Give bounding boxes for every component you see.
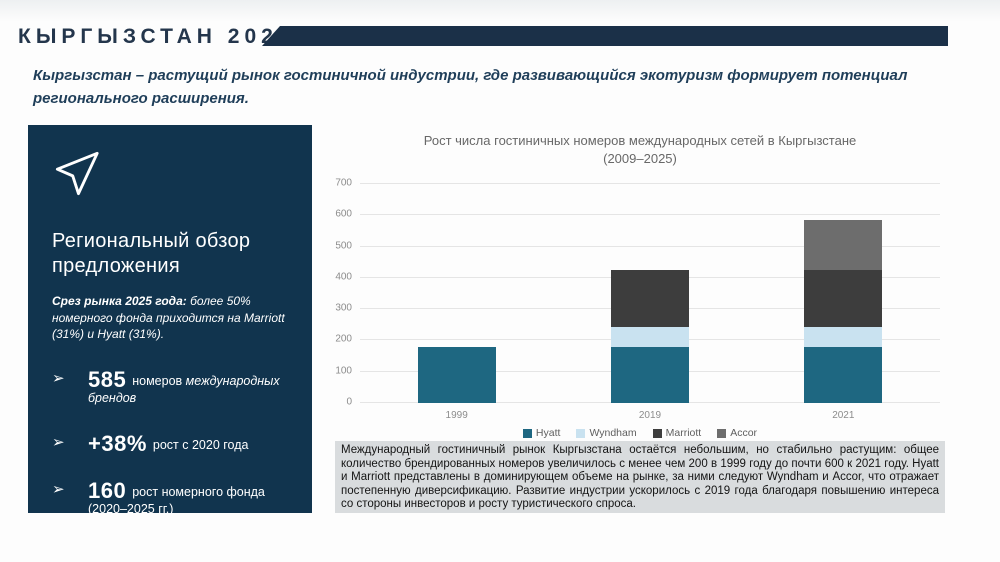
paper-plane-icon xyxy=(55,151,99,196)
legend-item-wyndham: Wyndham xyxy=(576,427,637,439)
bullet-text: 160 рост номерного фонда (2020–2025 гг.) xyxy=(88,477,288,518)
bar-slot-2019 xyxy=(553,184,746,403)
sidebar-intro: Срез рынка 2025 года: более 50% номерног… xyxy=(52,293,288,343)
stacked-bar-2019 xyxy=(610,270,689,403)
bullet-label: рост номерного фонда (2020–2025 гг.) xyxy=(88,484,265,516)
gridline: 500 xyxy=(335,240,940,251)
summary-note: Международный гостиничный рынок Кыргызст… xyxy=(335,441,945,513)
bullet-text: +38% рост с 2020 года xyxy=(88,430,249,456)
gridline: 600 xyxy=(335,209,940,220)
bullet-item: ➢ +38% рост с 2020 года xyxy=(52,430,288,456)
bullet-value: 585 xyxy=(88,366,127,392)
bullet-label: номеров xyxy=(132,373,186,388)
legend-swatch-accor xyxy=(717,428,727,438)
sidebar-intro-rest: более 50% номерного фонда приходится на … xyxy=(52,294,285,341)
bar-slot-1999 xyxy=(360,184,553,403)
arrow-bullet-icon: ➢ xyxy=(52,480,65,498)
arrow-bullet-icon: ➢ xyxy=(52,369,65,387)
y-tick-label: 600 xyxy=(335,208,352,220)
legend-swatch-wyndham xyxy=(576,428,586,438)
subtitle: Кыргызстан – растущий рынок гостиничной … xyxy=(33,67,908,108)
bullet-value: +38% xyxy=(88,430,147,456)
legend-item-marriott: Marriott xyxy=(652,427,702,439)
bar-segment-hyatt-2021 xyxy=(804,347,883,403)
legend-item-hyatt: Hyatt xyxy=(522,427,561,439)
header-banner xyxy=(262,26,948,46)
chart-legend: Hyatt Wyndham Marriott Accor xyxy=(335,427,945,439)
y-tick-label: 100 xyxy=(335,365,352,377)
bullet-value: 160 xyxy=(88,477,127,503)
y-tick-label: 0 xyxy=(346,396,352,408)
bullet-label-italic: международных брендов xyxy=(88,373,280,405)
bar-segment-wyndham-2019 xyxy=(610,326,689,348)
legend-swatch-hyatt xyxy=(522,428,532,438)
sidebar-title: Региональный обзор предложения xyxy=(52,230,251,277)
y-tick-label: 500 xyxy=(335,240,352,252)
bullet-label: рост с 2020 года xyxy=(152,437,249,452)
bar-segment-hyatt-2019 xyxy=(610,347,689,403)
x-tick-label: 2021 xyxy=(832,410,855,421)
top-strip xyxy=(0,0,1000,22)
stacked-bar-2021 xyxy=(804,220,883,403)
bar-segment-marriott-2019 xyxy=(610,270,689,327)
arrow-bullet-icon: ➢ xyxy=(52,433,65,451)
bar-slot-2021 xyxy=(747,184,940,403)
chart-plot-area: 0 100 200 300 400 500 600 700 1999 2019 2021 xyxy=(335,178,940,421)
y-tick-label: 300 xyxy=(335,302,352,314)
y-tick-label: 200 xyxy=(335,333,352,345)
gridline: 700 xyxy=(335,178,940,189)
legend-swatch-marriott xyxy=(652,428,662,438)
legend-label: Hyatt xyxy=(535,427,561,439)
sidebar-intro-lead: Срез рынка 2025 года: xyxy=(52,294,187,308)
legend-label: Wyndham xyxy=(589,427,637,439)
y-tick-label: 400 xyxy=(335,271,352,283)
legend-label: Accor xyxy=(730,427,758,439)
sidebar: Региональный обзор предложения Срез рынк… xyxy=(28,125,312,516)
bullet-text: 585 номеров международных брендов xyxy=(88,366,288,407)
legend-item-accor: Accor xyxy=(717,427,757,439)
chart-subtitle: (2009–2025) xyxy=(603,151,677,166)
legend-label: Marriott xyxy=(665,427,702,439)
bullet-item: ➢ 160 рост номерного фонда (2020–2025 гг.… xyxy=(52,477,288,518)
bullet-item: ➢ 585 номеров международных брендов xyxy=(52,366,288,407)
stacked-bar-1999 xyxy=(417,347,496,403)
x-tick-label: 2019 xyxy=(638,410,662,421)
chart-title: Рост числа гостиничных номеров междунаро… xyxy=(423,133,857,148)
rooms-growth-chart: Рост числа гостиничных номеров междунаро… xyxy=(335,132,945,444)
bar-segment-wyndham-2021 xyxy=(804,326,883,348)
bar-segment-accor-2021 xyxy=(804,220,883,271)
page-title: КЫРГЫЗСТАН 2025 xyxy=(18,25,295,48)
y-tick-label: 700 xyxy=(335,177,352,189)
x-tick-label: 1999 xyxy=(445,410,468,421)
bar-segment-hyatt-1999 xyxy=(417,347,496,403)
bar-segment-marriott-2021 xyxy=(804,270,883,327)
